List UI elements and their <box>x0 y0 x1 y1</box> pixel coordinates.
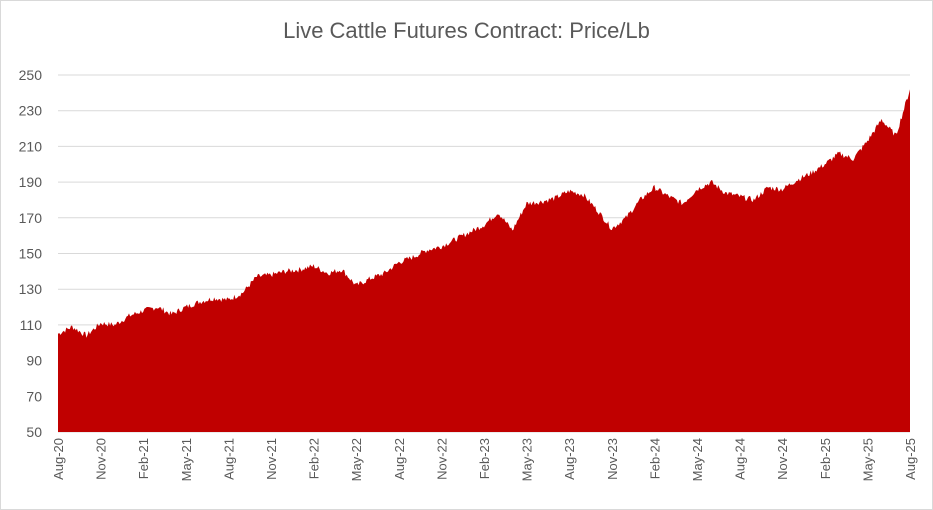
x-tick-label: Nov-23 <box>605 438 620 480</box>
x-tick-label: Nov-20 <box>94 438 109 480</box>
y-tick-label: 110 <box>20 317 43 333</box>
price-area <box>58 89 910 432</box>
y-tick-label: 70 <box>26 388 42 404</box>
x-tick-label: Aug-25 <box>903 438 918 480</box>
y-tick-label: 130 <box>19 281 43 297</box>
y-tick-label: 150 <box>19 246 43 262</box>
x-tick-label: Aug-20 <box>51 438 66 480</box>
x-tick-label: May-24 <box>690 438 705 481</box>
x-tick-label: Feb-25 <box>818 438 833 479</box>
x-tick-label: Feb-23 <box>477 438 492 479</box>
chart-title: Live Cattle Futures Contract: Price/Lb <box>283 18 650 43</box>
x-tick-label: Feb-24 <box>647 438 662 479</box>
x-tick-label: Aug-21 <box>221 438 236 480</box>
x-tick-label: Nov-24 <box>775 438 790 480</box>
y-tick-label: 170 <box>19 210 43 226</box>
x-tick-label: May-25 <box>860 438 875 481</box>
y-tick-label: 210 <box>19 138 43 154</box>
y-tick-label: 50 <box>26 424 42 440</box>
x-tick-label: May-23 <box>520 438 535 481</box>
x-tick-label: Feb-21 <box>136 438 151 479</box>
y-tick-label: 90 <box>26 353 42 369</box>
x-tick-label: Nov-21 <box>264 438 279 480</box>
y-tick-label: 230 <box>19 103 43 119</box>
x-tick-label: May-22 <box>349 438 364 481</box>
x-tick-label: Feb-22 <box>307 438 322 479</box>
x-tick-label: May-21 <box>179 438 194 481</box>
y-tick-label: 250 <box>19 67 43 83</box>
x-tick-label: Aug-23 <box>562 438 577 480</box>
x-tick-label: Nov-22 <box>434 438 449 480</box>
y-axis-ticks: 50 70 90 110 130 150 170 190 210 230 250 <box>19 67 43 440</box>
x-tick-label: Aug-22 <box>392 438 407 480</box>
y-tick-label: 190 <box>19 174 43 190</box>
price-area-series <box>58 89 910 432</box>
x-axis-ticks: Aug-20 Nov-20 Feb-21 May-21 Aug-21 Nov-21 Feb-… <box>51 438 918 481</box>
x-tick-label: Aug-24 <box>733 438 748 480</box>
